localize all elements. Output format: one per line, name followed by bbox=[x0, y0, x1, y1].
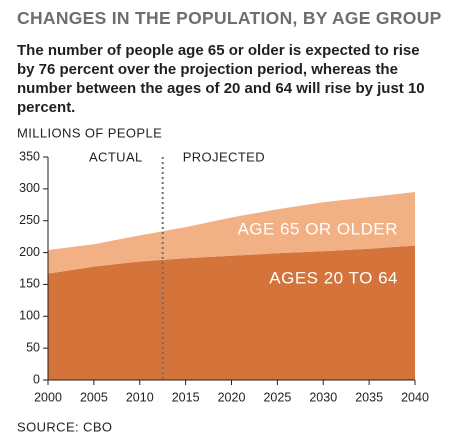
x-tick-label: 2000 bbox=[34, 390, 62, 404]
source: SOURCE: CBO bbox=[17, 419, 112, 434]
x-tick-label: 2005 bbox=[80, 390, 108, 404]
x-tick-label: 2040 bbox=[401, 390, 429, 404]
annotation: PROJECTED bbox=[183, 149, 265, 164]
y-tick-label: 350 bbox=[19, 149, 40, 163]
annotation: ACTUAL bbox=[89, 149, 143, 164]
area-label: AGE 65 OR OLDER bbox=[237, 219, 398, 238]
x-tick-label: 2015 bbox=[172, 390, 200, 404]
y-tick-label: 250 bbox=[19, 213, 40, 227]
y-tick-label: 300 bbox=[19, 181, 40, 195]
chart-title: CHANGES IN THE POPULATION, BY AGE GROUP bbox=[17, 8, 442, 28]
x-tick-label: 2030 bbox=[309, 390, 337, 404]
y-tick-label: 100 bbox=[19, 309, 40, 323]
y-tick-label: 0 bbox=[33, 372, 40, 386]
area-label: AGES 20 TO 64 bbox=[269, 268, 398, 287]
area bbox=[48, 192, 415, 274]
y-tick-label: 200 bbox=[19, 245, 40, 259]
y-axis-label: MILLIONS OF PEOPLE bbox=[17, 125, 162, 140]
x-tick-label: 2035 bbox=[355, 390, 383, 404]
y-tick-label: 150 bbox=[19, 277, 40, 291]
x-tick-label: 2010 bbox=[126, 390, 154, 404]
chart-subtitle: The number of people age 65 or older is … bbox=[17, 42, 425, 116]
area bbox=[48, 245, 415, 380]
x-tick-label: 2025 bbox=[263, 390, 291, 404]
x-tick-label: 2020 bbox=[218, 390, 246, 404]
y-tick-label: 50 bbox=[26, 340, 40, 354]
